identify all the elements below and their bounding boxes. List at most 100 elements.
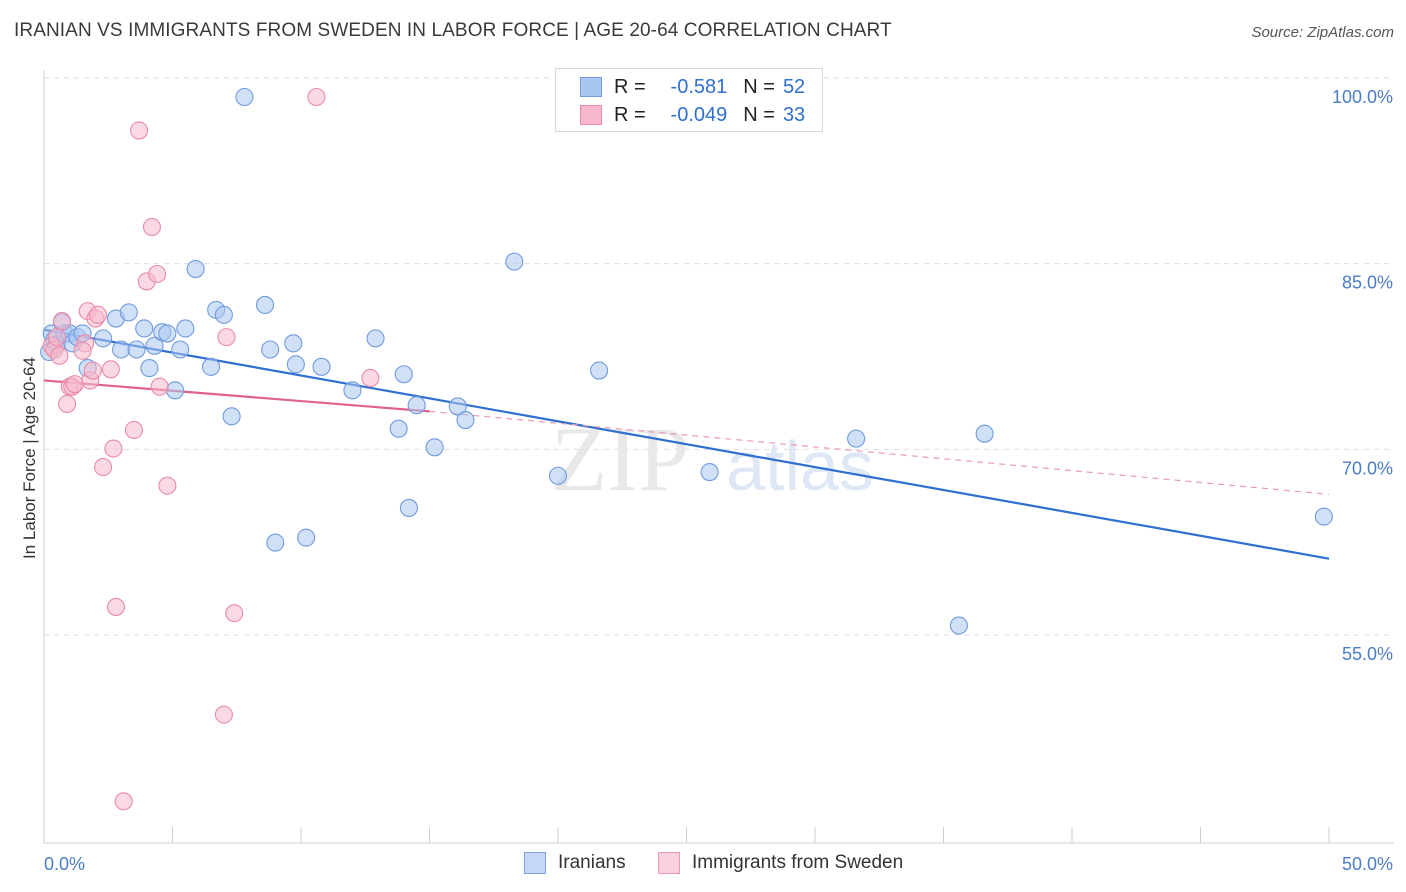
y-tick-label: 55.0%: [1342, 644, 1393, 664]
watermark: ZIP atlas: [551, 408, 874, 510]
iranians-point: [135, 319, 154, 338]
iranians-point: [949, 616, 968, 635]
sweden-point: [83, 361, 102, 380]
iranians-point: [235, 87, 254, 107]
iranians-point: [505, 252, 524, 271]
iranians-point: [847, 429, 866, 448]
sweden-point: [47, 328, 66, 347]
iranians-point: [158, 324, 177, 343]
iranians-point: [266, 533, 285, 552]
iranians-point: [975, 424, 994, 443]
x-tick-label: 50.0%: [1342, 854, 1393, 874]
iranians-point: [186, 260, 205, 279]
iranians-point: [261, 340, 280, 359]
sweden-point: [217, 328, 236, 347]
iranians-point: [119, 303, 138, 322]
iranians-trend-line: [43, 328, 1330, 560]
legend-r-label: R =: [614, 75, 646, 98]
iranians-point: [366, 329, 385, 348]
source-credit: Source: ZipAtlas.com: [1251, 24, 1394, 41]
iranians-point: [448, 397, 467, 416]
sweden-point: [104, 439, 123, 458]
sweden-point: [58, 394, 77, 414]
y-tick-label: 100.0%: [1332, 87, 1393, 107]
series-swatch-sweden: [658, 852, 680, 874]
iranians-point: [399, 498, 418, 517]
sweden-point: [150, 377, 169, 396]
iranians-point: [171, 340, 190, 359]
iranians-point: [1314, 507, 1333, 526]
sweden-trend-line: [43, 379, 430, 413]
iranians-point: [590, 361, 609, 380]
iranians-point: [456, 411, 475, 430]
series-legend: Iranians Immigrants from Sweden: [0, 852, 1406, 878]
legend-n-label: N =: [743, 103, 775, 126]
y-tick-label: 85.0%: [1342, 273, 1393, 293]
iranians-point: [214, 305, 233, 324]
sweden-point: [158, 476, 177, 495]
iranians-point: [389, 419, 408, 438]
legend-row-iranians: R = -0.581 N = 52: [580, 75, 805, 99]
chart-title: IRANIAN VS IMMIGRANTS FROM SWEDEN IN LAB…: [14, 20, 892, 41]
legend-r-value: -0.049: [670, 103, 728, 126]
sweden-point: [148, 264, 167, 284]
sweden-point: [88, 305, 108, 324]
legend-n-value: 33: [782, 103, 806, 126]
series-legend-sweden: Immigrants from Sweden: [658, 852, 903, 874]
tick-labels: 55.0% 70.0% 85.0% 100.0% 0.0% 50.0%: [44, 87, 1393, 874]
sweden-trend-extension: [429, 410, 1330, 495]
data-points: [40, 87, 1333, 811]
legend-n-label: N =: [743, 75, 775, 98]
iranians-point: [112, 340, 131, 359]
legend-r-label: R =: [614, 103, 646, 126]
sweden-point: [307, 87, 326, 107]
sweden-point: [361, 368, 380, 388]
iranians-point: [145, 336, 164, 355]
iranians-point: [548, 466, 568, 485]
sweden-point: [50, 346, 69, 365]
gridlines: [44, 77, 1394, 636]
iranians-point: [255, 295, 275, 314]
series-swatch-iranians: [524, 852, 546, 874]
series-label-iranians: Iranians: [558, 852, 626, 873]
iranians-point: [166, 381, 185, 400]
axes: [43, 70, 1394, 844]
legend-swatch-iranians: [580, 77, 602, 97]
legend-n-value: 52: [782, 75, 806, 98]
legend-swatch-sweden: [580, 105, 602, 125]
series-label-sweden: Immigrants from Sweden: [692, 852, 904, 873]
iranians-point: [312, 357, 331, 376]
iranians-point: [284, 334, 303, 353]
iranians-point: [286, 355, 305, 374]
iranians-point: [140, 359, 159, 378]
iranians-point: [425, 438, 444, 457]
sweden-point: [214, 705, 233, 724]
sweden-point: [130, 121, 149, 140]
iranians-point: [202, 357, 221, 376]
sweden-point: [94, 458, 113, 477]
iranians-point: [394, 365, 413, 384]
trend-lines: [43, 328, 1330, 560]
sweden-point: [65, 375, 84, 394]
legend-row-sweden: R = -0.049 N = 33: [580, 103, 805, 127]
sweden-point: [142, 217, 161, 237]
iranians-point: [176, 319, 195, 338]
sweden-point: [225, 604, 244, 623]
correlation-legend: R = -0.581 N = 52 R = -0.049 N = 33: [555, 68, 823, 132]
iranians-point: [407, 396, 426, 415]
series-legend-iranians: Iranians: [524, 852, 626, 874]
iranians-point: [222, 407, 241, 426]
x-tick-label: 0.0%: [44, 854, 85, 874]
sweden-point: [73, 341, 92, 360]
sweden-point: [114, 792, 133, 811]
sweden-point: [52, 311, 72, 331]
iranians-point: [94, 329, 113, 348]
iranians-point: [297, 528, 316, 547]
sweden-point: [106, 597, 126, 617]
sweden-point: [101, 360, 120, 379]
sweden-point: [124, 420, 143, 440]
iranians-point: [127, 340, 146, 359]
legend-r-value: -0.581: [670, 75, 728, 98]
y-tick-label: 70.0%: [1342, 458, 1393, 478]
